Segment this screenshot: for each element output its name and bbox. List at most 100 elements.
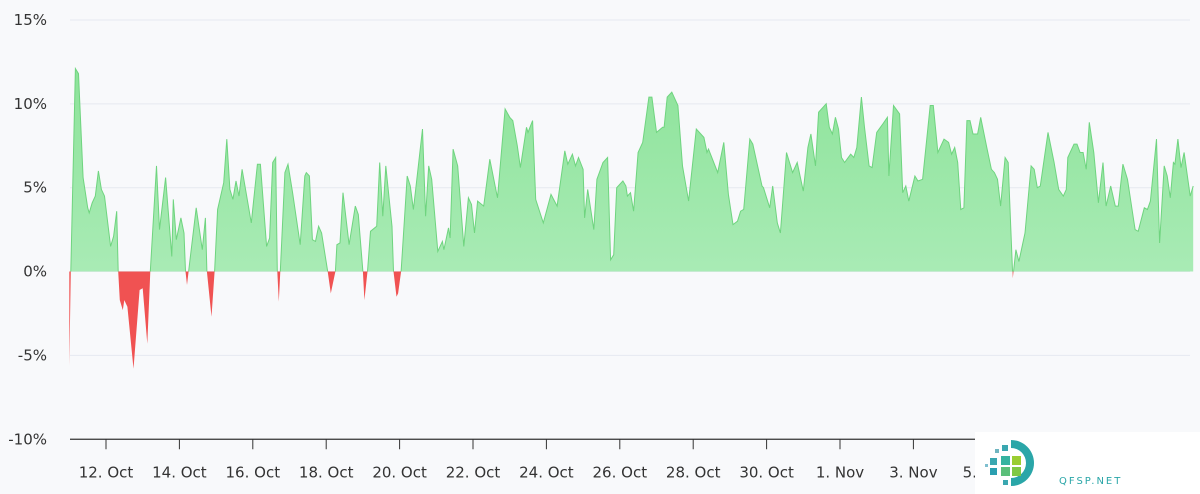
y-axis-labels: 15% 10% 5% 0% -5% -10% xyxy=(8,11,47,448)
data-point xyxy=(564,150,566,152)
data-point xyxy=(362,270,364,272)
data-point xyxy=(336,244,338,246)
data-point xyxy=(158,228,160,230)
logo-icon xyxy=(985,440,1034,486)
data-point xyxy=(195,207,197,209)
data-point xyxy=(122,309,124,311)
data-point xyxy=(1192,185,1194,187)
data-point xyxy=(117,270,119,272)
data-point xyxy=(1109,185,1111,187)
data-point xyxy=(957,161,959,163)
data-point xyxy=(574,165,576,167)
data-point xyxy=(785,151,787,153)
data-point xyxy=(1073,143,1075,145)
data-point xyxy=(892,104,894,106)
data-point xyxy=(395,296,397,298)
data-point xyxy=(330,292,332,294)
data-point xyxy=(1079,151,1081,153)
data-point xyxy=(441,240,443,242)
data-point xyxy=(663,126,665,128)
y-tick-label: 0% xyxy=(23,263,47,281)
data-point xyxy=(1097,202,1099,204)
data-point xyxy=(586,188,588,190)
data-point xyxy=(1065,188,1067,190)
data-point xyxy=(828,126,830,128)
data-point xyxy=(305,171,307,173)
data-point xyxy=(366,270,368,272)
data-point xyxy=(489,158,491,160)
data-point xyxy=(103,195,105,197)
data-point xyxy=(1088,121,1090,123)
data-point xyxy=(97,170,99,172)
data-point xyxy=(888,175,890,177)
data-point xyxy=(82,176,84,178)
data-point xyxy=(1030,165,1032,167)
data-point xyxy=(391,225,393,227)
data-point xyxy=(1057,188,1059,190)
data-point xyxy=(567,163,569,165)
data-point xyxy=(116,210,118,212)
data-point xyxy=(1189,195,1191,197)
data-point xyxy=(976,133,978,135)
data-point xyxy=(993,171,995,173)
data-point xyxy=(1163,165,1165,167)
data-point xyxy=(412,208,414,210)
data-point xyxy=(1036,187,1038,189)
data-point xyxy=(1102,161,1104,163)
data-point xyxy=(1009,200,1011,202)
data-point xyxy=(932,104,934,106)
data-point xyxy=(210,316,212,318)
y-tick-label: -5% xyxy=(18,346,47,364)
data-point xyxy=(1177,138,1179,140)
data-point xyxy=(622,180,624,182)
data-point xyxy=(369,230,371,232)
data-point xyxy=(339,242,341,244)
data-point xyxy=(216,208,218,210)
x-tick-label: 28. Oct xyxy=(666,463,721,481)
data-point xyxy=(625,185,627,187)
data-point xyxy=(77,72,79,74)
data-point xyxy=(271,161,273,163)
data-point xyxy=(953,146,955,148)
data-point xyxy=(443,249,445,251)
data-point xyxy=(860,96,862,98)
data-point xyxy=(779,232,781,234)
data-point xyxy=(706,151,708,153)
data-point xyxy=(213,270,215,272)
data-point xyxy=(342,192,344,194)
data-point xyxy=(146,342,148,344)
data-point xyxy=(716,171,718,173)
data-point xyxy=(914,175,916,177)
data-point xyxy=(886,116,888,118)
data-point xyxy=(314,240,316,242)
data-point xyxy=(223,181,225,183)
data-point xyxy=(1004,156,1006,158)
data-point xyxy=(1143,207,1145,209)
data-point xyxy=(437,250,439,252)
data-point xyxy=(204,217,206,219)
data-point xyxy=(180,217,182,219)
data-point xyxy=(1105,205,1107,207)
data-point xyxy=(943,138,945,140)
data-point xyxy=(1012,277,1014,279)
data-point xyxy=(279,270,281,272)
data-point xyxy=(470,203,472,205)
data-point xyxy=(807,146,809,148)
data-point xyxy=(357,213,359,215)
data-point xyxy=(853,156,855,158)
data-point xyxy=(132,368,134,370)
data-point xyxy=(1053,161,1055,163)
data-point xyxy=(1033,168,1035,170)
data-point xyxy=(385,165,387,167)
x-axis-ticks: 12. Oct 14. Oct 16. Oct 18. Oct 20. Oct 22. O… xyxy=(79,439,1011,481)
x-tick-label: 16. Oct xyxy=(226,463,281,481)
data-point xyxy=(550,193,552,195)
data-point xyxy=(843,161,845,163)
data-point xyxy=(86,207,88,209)
data-point xyxy=(642,141,644,143)
data-point xyxy=(363,299,365,301)
data-point xyxy=(74,67,76,69)
data-point xyxy=(126,306,128,308)
watermark-text: QFSP.NET xyxy=(1059,476,1123,487)
